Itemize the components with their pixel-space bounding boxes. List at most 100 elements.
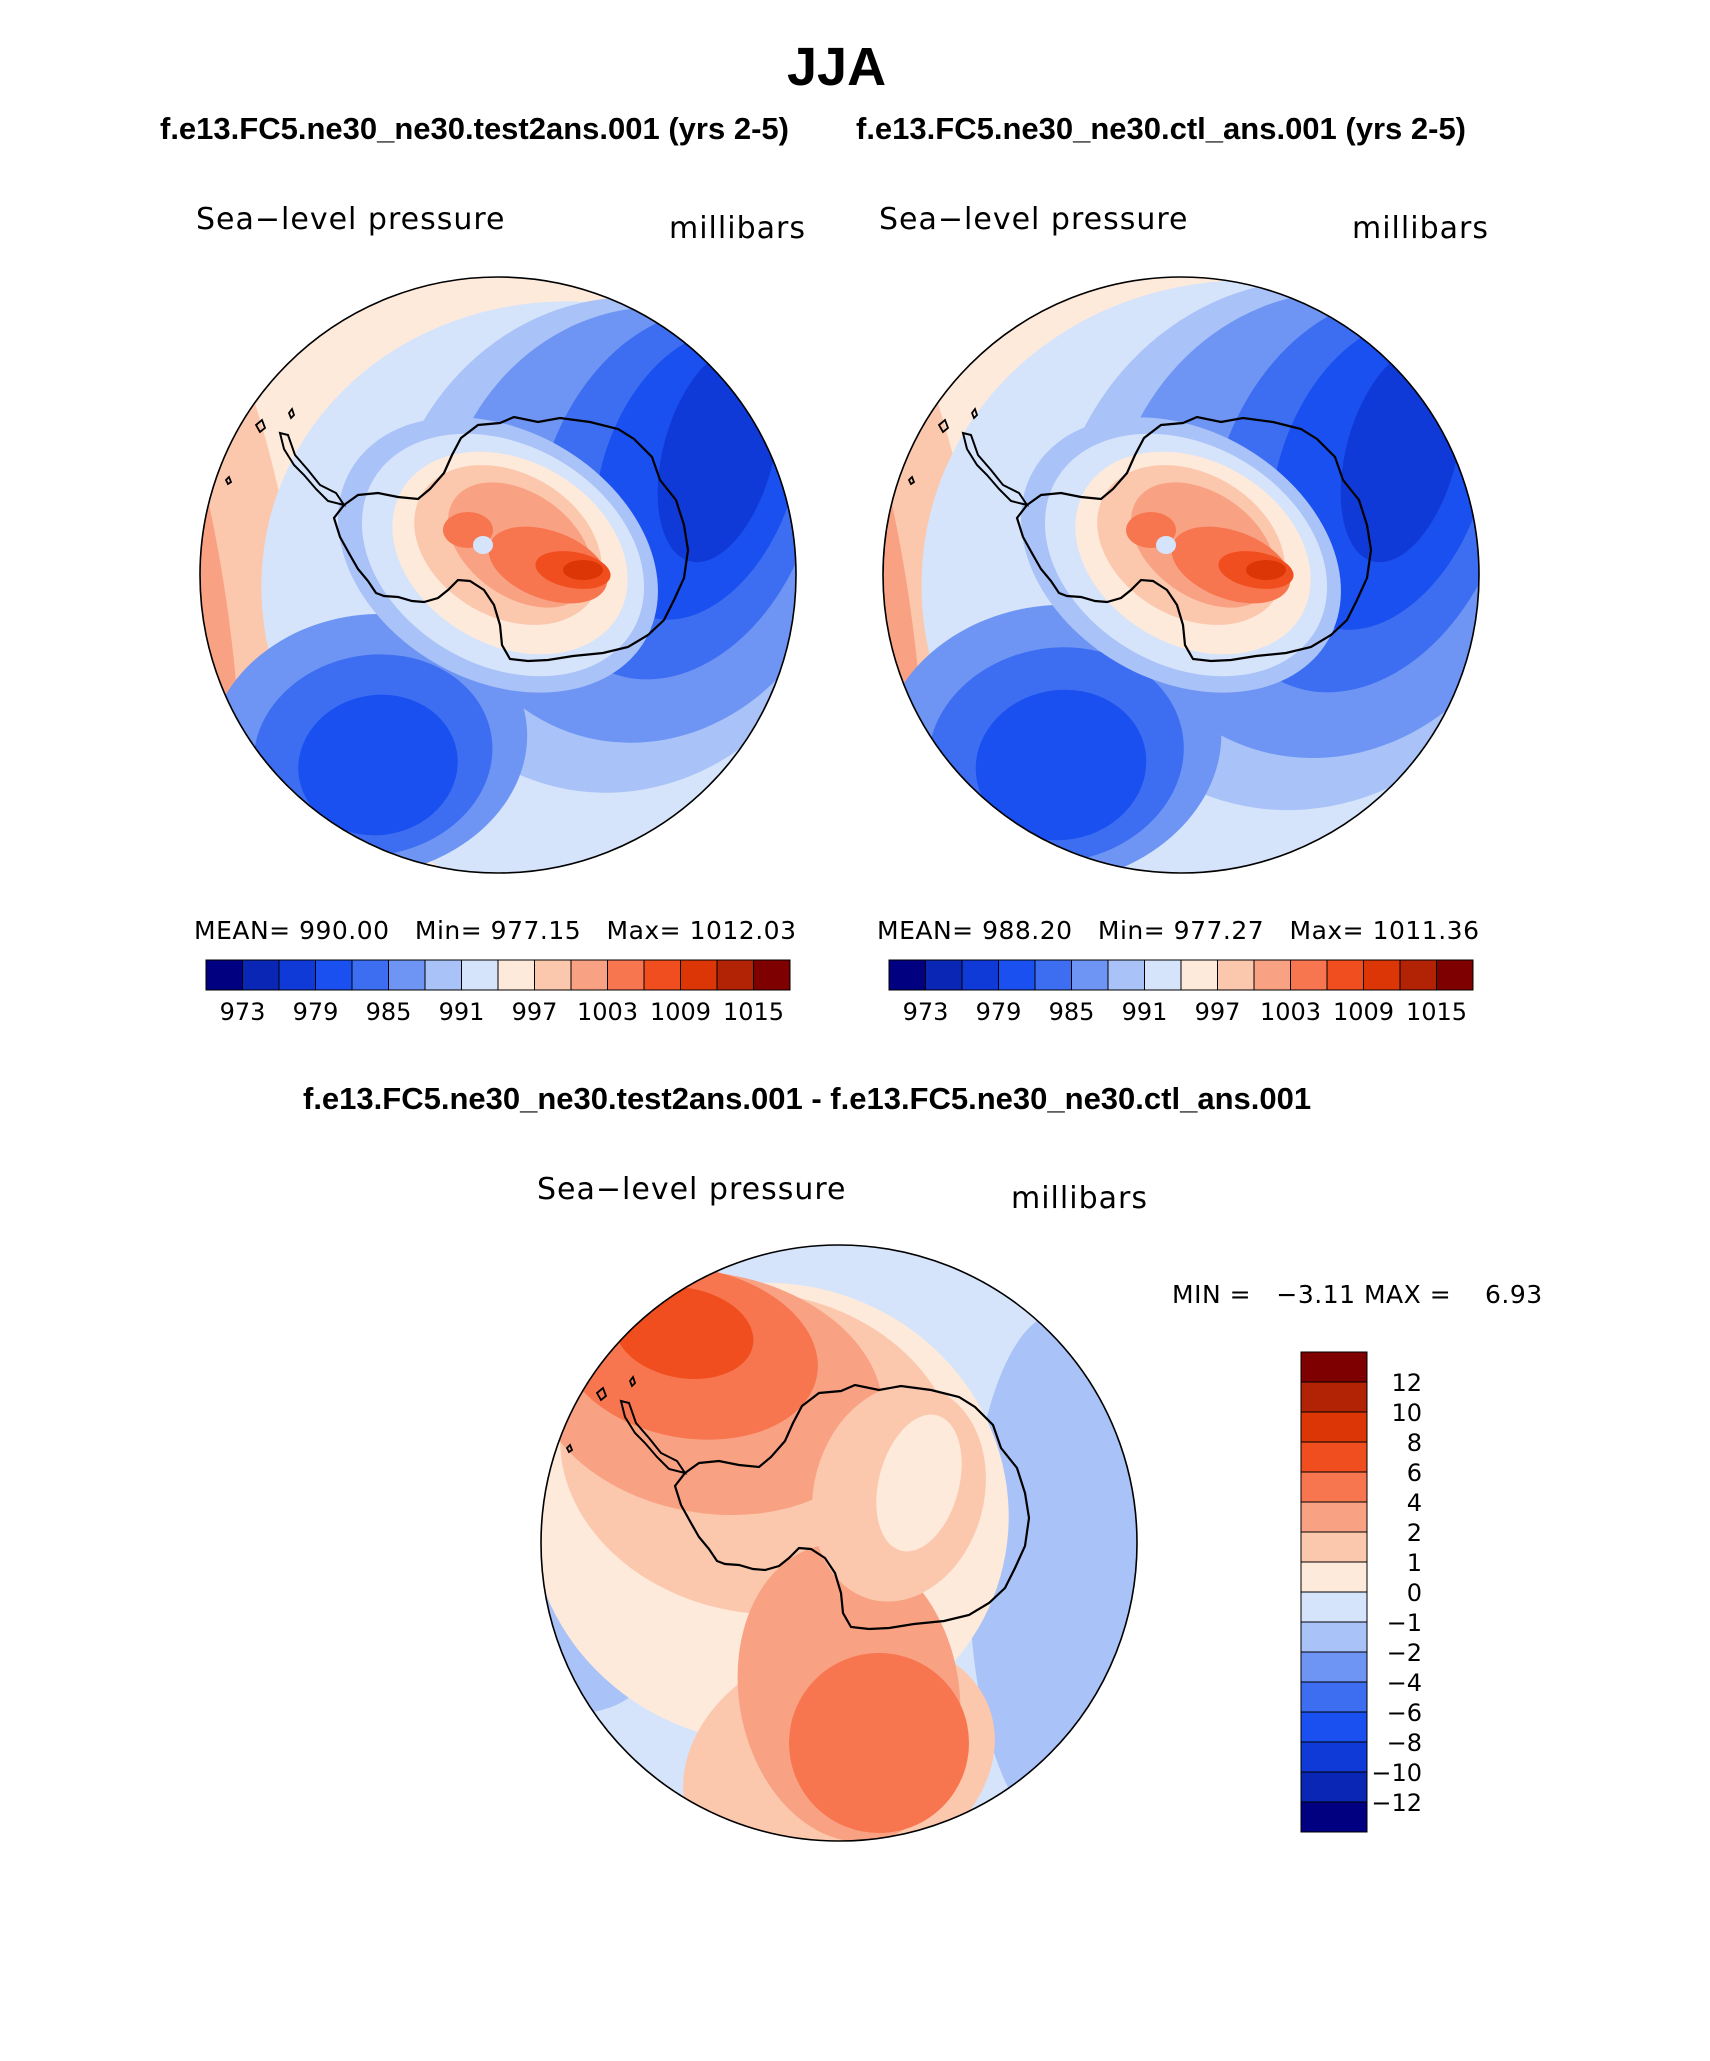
panel-2-colorbar-box bbox=[961, 959, 999, 991]
panel-2-island-outline bbox=[907, 475, 916, 486]
diff-colorbar-tick-label: 12 bbox=[1391, 1369, 1422, 1397]
panel-1-colorbar-box bbox=[607, 959, 645, 991]
diff-title: f.e13.FC5.ne30_ne30.test2ans.001 - f.e13… bbox=[303, 1081, 1312, 1116]
diff-colorbar-tick-label: 2 bbox=[1407, 1519, 1422, 1547]
panel-1-colorbar-box bbox=[461, 959, 499, 991]
diff-colorbar-tick-label: 6 bbox=[1407, 1459, 1422, 1487]
panel-2-colorbar: 973 979 985 991 997 1003 1009 1015 bbox=[888, 959, 1474, 1026]
panel-1-colorbar-tick-label: 997 bbox=[512, 998, 558, 1026]
panel-2-stats: MEAN= 988.20 Min= 977.27 Max= 1011.36 bbox=[877, 916, 1479, 945]
panel-1-colorbar-box bbox=[753, 959, 791, 991]
panel-2-colorbar-tick-label: 979 bbox=[976, 998, 1022, 1026]
panel-1-island-outline bbox=[224, 475, 233, 486]
diff-max-label: MAX = bbox=[1363, 1280, 1452, 1309]
diff-field bbox=[541, 1245, 1137, 1841]
panel-1-colorbar-tick-label: 979 bbox=[293, 998, 339, 1026]
diff-antarctica-coastline bbox=[673, 1383, 1031, 1631]
panel-1-colorbar-box bbox=[205, 959, 243, 991]
diff-colorbar-box bbox=[1300, 1681, 1368, 1713]
diff-island-outline bbox=[565, 1443, 574, 1454]
panel-2-colorbar-box bbox=[1436, 959, 1474, 991]
panel-2-colorbar-tick-label: 1003 bbox=[1260, 998, 1321, 1026]
panel-1-max-label: Max= bbox=[606, 916, 682, 945]
diff-colorbar-tick-label: −4 bbox=[1387, 1669, 1422, 1697]
panel-2-colorbar-tick-label: 1009 bbox=[1333, 998, 1394, 1026]
diff-colorbar-box bbox=[1300, 1711, 1368, 1743]
panel-1-colorbar-box bbox=[278, 959, 316, 991]
panel-1-colorbar-box bbox=[497, 959, 535, 991]
panel-2-max-label: Max= bbox=[1289, 916, 1365, 945]
panel-1-variable-label: Sea−level pressure bbox=[196, 202, 506, 237]
panel-1-colorbar-box bbox=[351, 959, 389, 991]
panel-1-units-label: millibars bbox=[669, 211, 806, 246]
diff-colorbar-box bbox=[1300, 1591, 1368, 1623]
panel-2-island-outline bbox=[970, 407, 979, 420]
panel-1-colorbar-box bbox=[534, 959, 572, 991]
diff-colorbar-box bbox=[1300, 1621, 1368, 1653]
panel-1-case-title: f.e13.FC5.ne30_ne30.test2ans.001 (yrs 2-… bbox=[160, 111, 789, 146]
diff-island-outline bbox=[628, 1375, 637, 1388]
interior-pocket bbox=[1156, 536, 1176, 554]
panel-2-field bbox=[883, 277, 1479, 873]
panel-1-colorbar-box bbox=[315, 959, 353, 991]
panel-2-colorbar-box bbox=[998, 959, 1036, 991]
panel-1-peninsula-coastline bbox=[278, 431, 347, 507]
panel-1-mean-value: 990.00 bbox=[299, 916, 390, 945]
panel-2-colorbar-tick-label: 985 bbox=[1049, 998, 1095, 1026]
weddell-low-core bbox=[298, 694, 458, 836]
diff-colorbar-box bbox=[1300, 1501, 1368, 1533]
diff-colorbar-tick-label: 0 bbox=[1407, 1579, 1422, 1607]
diff-colorbar-tick-label: 4 bbox=[1407, 1489, 1422, 1517]
panel-1-colorbar-tick-label: 1009 bbox=[650, 998, 711, 1026]
diff-min-label: MIN = bbox=[1172, 1280, 1252, 1309]
panel-1-island-outline bbox=[254, 418, 267, 434]
panel-1-colorbar-tick-label: 973 bbox=[220, 998, 266, 1026]
diff-colorbar-tick-label: 8 bbox=[1407, 1429, 1422, 1457]
panel-1-colorbar-box bbox=[643, 959, 681, 991]
panel-1-min-label: Min= bbox=[414, 916, 483, 945]
diff-max-value: 6.93 bbox=[1484, 1280, 1543, 1309]
panel-2-max-value: 1011.36 bbox=[1372, 916, 1480, 945]
panel-2-antarctica-coastline bbox=[1015, 415, 1373, 663]
panel-2-colorbar-box bbox=[1217, 959, 1255, 991]
diff-min-value: −3.11 bbox=[1276, 1280, 1356, 1309]
panel-1-colorbar-box bbox=[716, 959, 754, 991]
panel-2-island-outline bbox=[937, 418, 950, 434]
panel-1-mean-label: MEAN= bbox=[194, 916, 291, 945]
diff-map-border bbox=[540, 1244, 1138, 1842]
diff-variable-label: Sea−level pressure bbox=[537, 1172, 847, 1207]
panel-1-stats: MEAN= 990.00 Min= 977.15 Max= 1012.03 bbox=[194, 916, 796, 945]
panel-2-mean-label: MEAN= bbox=[877, 916, 974, 945]
panel-1-colorbar-tick-label: 991 bbox=[439, 998, 485, 1026]
panel-2-units-label: millibars bbox=[1352, 211, 1489, 246]
antarctic-high-core bbox=[1246, 560, 1286, 580]
diff-colorbar-tick-label: −2 bbox=[1387, 1639, 1422, 1667]
panel-1-min-value: 977.15 bbox=[490, 916, 582, 945]
panel-2-colorbar-box bbox=[1180, 959, 1218, 991]
panel-2-peninsula-coastline bbox=[961, 431, 1030, 507]
diff-peninsula-coastline bbox=[619, 1399, 688, 1475]
diff-plateau-zero bbox=[876, 1414, 962, 1552]
panel-1-field bbox=[200, 277, 796, 873]
diff-colorbar-box bbox=[1300, 1771, 1368, 1803]
panel-1-colorbar-tick-label: 1003 bbox=[577, 998, 638, 1026]
diff-colorbar-box bbox=[1300, 1801, 1368, 1833]
diff-colorbar-box bbox=[1300, 1651, 1368, 1683]
panel-2-colorbar-tick-label: 991 bbox=[1122, 998, 1168, 1026]
panel-1-island-outline bbox=[287, 407, 296, 420]
panel-1-colorbar-box bbox=[242, 959, 280, 991]
diff-colorbar-tick-label: −6 bbox=[1387, 1699, 1422, 1727]
panel-1-polar-map bbox=[199, 276, 797, 874]
diff-colorbar-box bbox=[1300, 1381, 1368, 1413]
weddell-low-core bbox=[975, 689, 1147, 841]
panel-2-variable-label: Sea−level pressure bbox=[879, 202, 1189, 237]
diff-colorbar-tick-label: 10 bbox=[1391, 1399, 1422, 1427]
panel-2-colorbar-tick-label: 997 bbox=[1195, 998, 1241, 1026]
panel-1-colorbar-box bbox=[388, 959, 426, 991]
diff-colorbar-box bbox=[1300, 1741, 1368, 1773]
panel-2-colorbar-box bbox=[1144, 959, 1182, 991]
panel-2-colorbar-box bbox=[1290, 959, 1328, 991]
diff-colorbar-box bbox=[1300, 1561, 1368, 1593]
panel-2-colorbar-tick-label: 1015 bbox=[1406, 998, 1467, 1026]
